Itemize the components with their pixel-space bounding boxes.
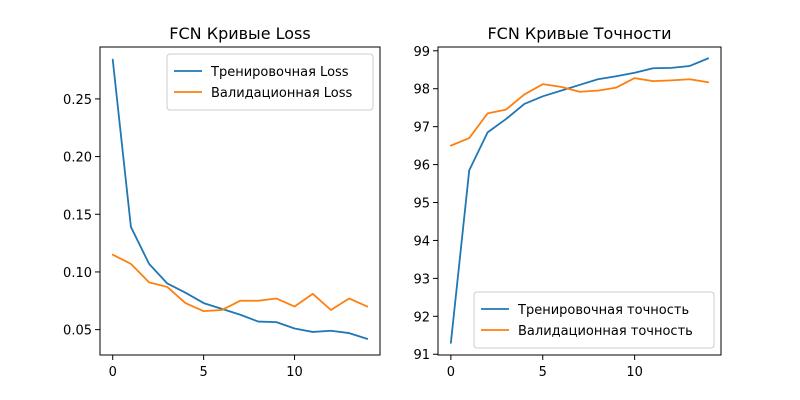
chart-title: FCN Кривые Loss xyxy=(169,24,310,43)
series-line-validation xyxy=(111,253,369,313)
plot-frame xyxy=(437,46,722,356)
y-tick-label: 0.25 xyxy=(63,93,92,108)
y-tick-label: 95 xyxy=(413,197,430,212)
y-tick-label: 0.10 xyxy=(63,266,92,281)
y-tick-label: 92 xyxy=(413,310,430,325)
y-tick-label: 91 xyxy=(413,348,430,363)
x-tick-label: 10 xyxy=(626,365,643,380)
legend-label: Валидационная точность xyxy=(518,324,693,339)
series-line-validation xyxy=(449,77,710,147)
legend-box xyxy=(473,291,715,349)
x-tick-label: 0 xyxy=(109,365,117,380)
y-tick-label: 97 xyxy=(413,121,430,136)
legend-label: Тренировочная точность xyxy=(517,303,689,318)
x-tick-label: 5 xyxy=(199,365,207,380)
legend: Тренировочная точность Валидационная точн… xyxy=(473,291,715,349)
accuracy-chart: FCN Кривые Точности 0 5 10 91 92 93 94 95 96 97 98 9… xyxy=(413,24,722,380)
y-tick-label: 93 xyxy=(413,272,430,287)
loss-chart: FCN Кривые Loss 0 5 10 0.05 0.10 0.15 0.20 0.25 Т… xyxy=(63,24,381,380)
y-tick-label: 98 xyxy=(413,83,430,98)
x-tick-label: 0 xyxy=(447,365,455,380)
y-tick-label: 0.15 xyxy=(63,208,92,223)
y-tick-label: 0.05 xyxy=(63,324,92,339)
x-tick-label: 5 xyxy=(539,365,547,380)
y-tick-label: 0.20 xyxy=(63,151,92,166)
chart-title: FCN Кривые Точности xyxy=(487,24,671,43)
y-tick-label: 99 xyxy=(413,45,430,60)
plot-frame xyxy=(99,46,381,356)
legend-box xyxy=(166,53,374,111)
x-tick-label: 10 xyxy=(286,365,303,380)
legend-label: Валидационная Loss xyxy=(211,86,353,101)
y-tick-label: 96 xyxy=(413,159,430,174)
y-tick-label: 94 xyxy=(413,234,430,249)
series-line-train xyxy=(449,57,710,344)
series-line-train xyxy=(111,58,369,340)
legend: Тренировочная Loss Валидационная Loss xyxy=(166,53,374,111)
legend-label: Тренировочная Loss xyxy=(210,65,349,80)
